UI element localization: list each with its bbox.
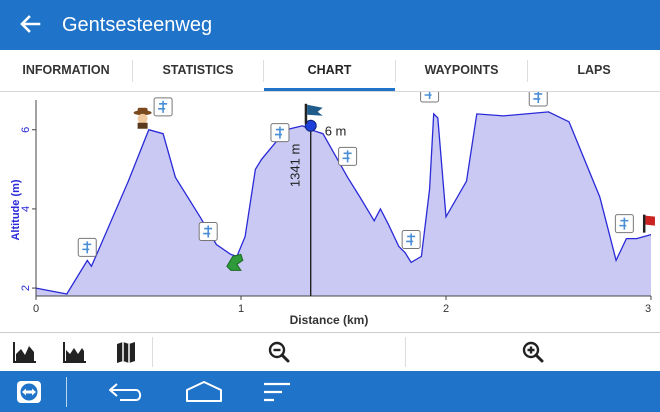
recents-icon[interactable] bbox=[261, 379, 293, 405]
tab-divider bbox=[527, 60, 528, 82]
nav-divider bbox=[66, 377, 67, 407]
tab-waypoints-label: WAYPOINTS bbox=[424, 63, 499, 77]
flag-cloth bbox=[645, 215, 655, 226]
zoom-in-icon[interactable] bbox=[518, 337, 548, 367]
app-bar: Gentsesteenweg bbox=[0, 0, 660, 50]
toolbar-divider bbox=[405, 337, 406, 367]
start-flag-icon[interactable] bbox=[304, 103, 323, 124]
sign-glyph bbox=[424, 92, 432, 99]
y-tick-label: 4 bbox=[20, 206, 32, 212]
tab-statistics[interactable]: STATISTICS bbox=[133, 50, 263, 91]
cursor-distance-label: 1341 m bbox=[288, 144, 303, 187]
chart-toolbar bbox=[0, 332, 660, 372]
sign-glyph bbox=[533, 92, 543, 103]
sign-glyph bbox=[619, 217, 629, 230]
teamviewer-icon[interactable] bbox=[16, 380, 42, 404]
system-navigation-bar bbox=[0, 371, 660, 412]
altitude-chart-icon[interactable] bbox=[10, 337, 40, 367]
x-tick-label: 1 bbox=[238, 303, 244, 315]
x-tick-label: 0 bbox=[33, 303, 39, 315]
tab-laps-label: LAPS bbox=[577, 63, 611, 77]
active-tab-indicator bbox=[264, 88, 395, 91]
tab-information[interactable]: INFORMATION bbox=[0, 50, 132, 91]
sign-glyph bbox=[342, 150, 352, 163]
home-icon[interactable] bbox=[184, 379, 224, 405]
map-icon[interactable] bbox=[111, 337, 141, 367]
waypoint-sign-icon[interactable] bbox=[338, 146, 358, 166]
y-axis-label: Altitude (m) bbox=[10, 179, 22, 240]
tab-statistics-label: STATISTICS bbox=[162, 63, 234, 77]
back-arrow-icon[interactable] bbox=[18, 11, 42, 37]
altitude-area bbox=[36, 111, 651, 297]
toolbar-divider bbox=[152, 337, 153, 367]
tab-information-label: INFORMATION bbox=[22, 63, 110, 77]
back-icon[interactable] bbox=[106, 379, 146, 405]
sign-glyph bbox=[406, 233, 416, 246]
altitude-chart[interactable]: 0 1 2 3 2 4 6 1341 m 6 m Distance (km) Altitude… bbox=[0, 92, 660, 332]
tab-divider bbox=[132, 60, 133, 82]
finish-flag-icon[interactable] bbox=[642, 214, 655, 233]
waypoint-sign-icon[interactable] bbox=[614, 214, 634, 234]
frog-body bbox=[226, 253, 244, 271]
sign-glyph bbox=[82, 241, 92, 254]
hat-top bbox=[137, 107, 148, 113]
face bbox=[137, 113, 148, 124]
page-title: Gentsesteenweg bbox=[62, 14, 213, 36]
waypoint-sign-icon[interactable] bbox=[401, 229, 421, 249]
tab-chart[interactable]: CHART bbox=[264, 50, 395, 91]
x-tick-label: 3 bbox=[645, 303, 651, 315]
slope-chart-icon[interactable] bbox=[60, 337, 90, 367]
altitude-line bbox=[35, 111, 652, 295]
waypoint-sign-icon[interactable] bbox=[270, 123, 290, 143]
tab-bar: INFORMATION STATISTICS CHART WAYPOINTS L… bbox=[0, 50, 660, 92]
waypoint-sign-icon[interactable] bbox=[198, 222, 218, 242]
y-tick-label: 6 bbox=[20, 127, 32, 133]
waypoint-sign-icon[interactable] bbox=[153, 97, 173, 117]
tab-chart-label: CHART bbox=[307, 63, 352, 77]
y-tick-label: 2 bbox=[20, 285, 32, 291]
waypoint-sign-icon[interactable] bbox=[420, 92, 440, 103]
frog-icon[interactable] bbox=[226, 253, 244, 271]
cowboy-icon[interactable] bbox=[133, 107, 152, 129]
sign-glyph bbox=[274, 126, 284, 139]
tab-laps[interactable]: LAPS bbox=[528, 50, 660, 91]
flag-pole bbox=[304, 103, 308, 124]
flag-pole bbox=[642, 214, 646, 233]
tab-divider bbox=[395, 60, 396, 82]
sign-glyph bbox=[203, 225, 213, 238]
waypoint-sign-icon[interactable] bbox=[77, 237, 97, 257]
sign-glyph bbox=[158, 100, 168, 113]
waypoint-sign-icon[interactable] bbox=[528, 92, 548, 107]
x-tick-label: 2 bbox=[443, 303, 449, 315]
flag-cloth bbox=[307, 104, 323, 116]
zoom-out-icon[interactable] bbox=[264, 337, 294, 367]
body bbox=[137, 122, 148, 129]
cursor-point[interactable] bbox=[304, 119, 317, 132]
tab-waypoints[interactable]: WAYPOINTS bbox=[396, 50, 527, 91]
x-axis-label: Distance (km) bbox=[290, 313, 369, 327]
cursor-altitude-label: 6 m bbox=[325, 124, 347, 139]
tab-divider bbox=[263, 60, 264, 82]
